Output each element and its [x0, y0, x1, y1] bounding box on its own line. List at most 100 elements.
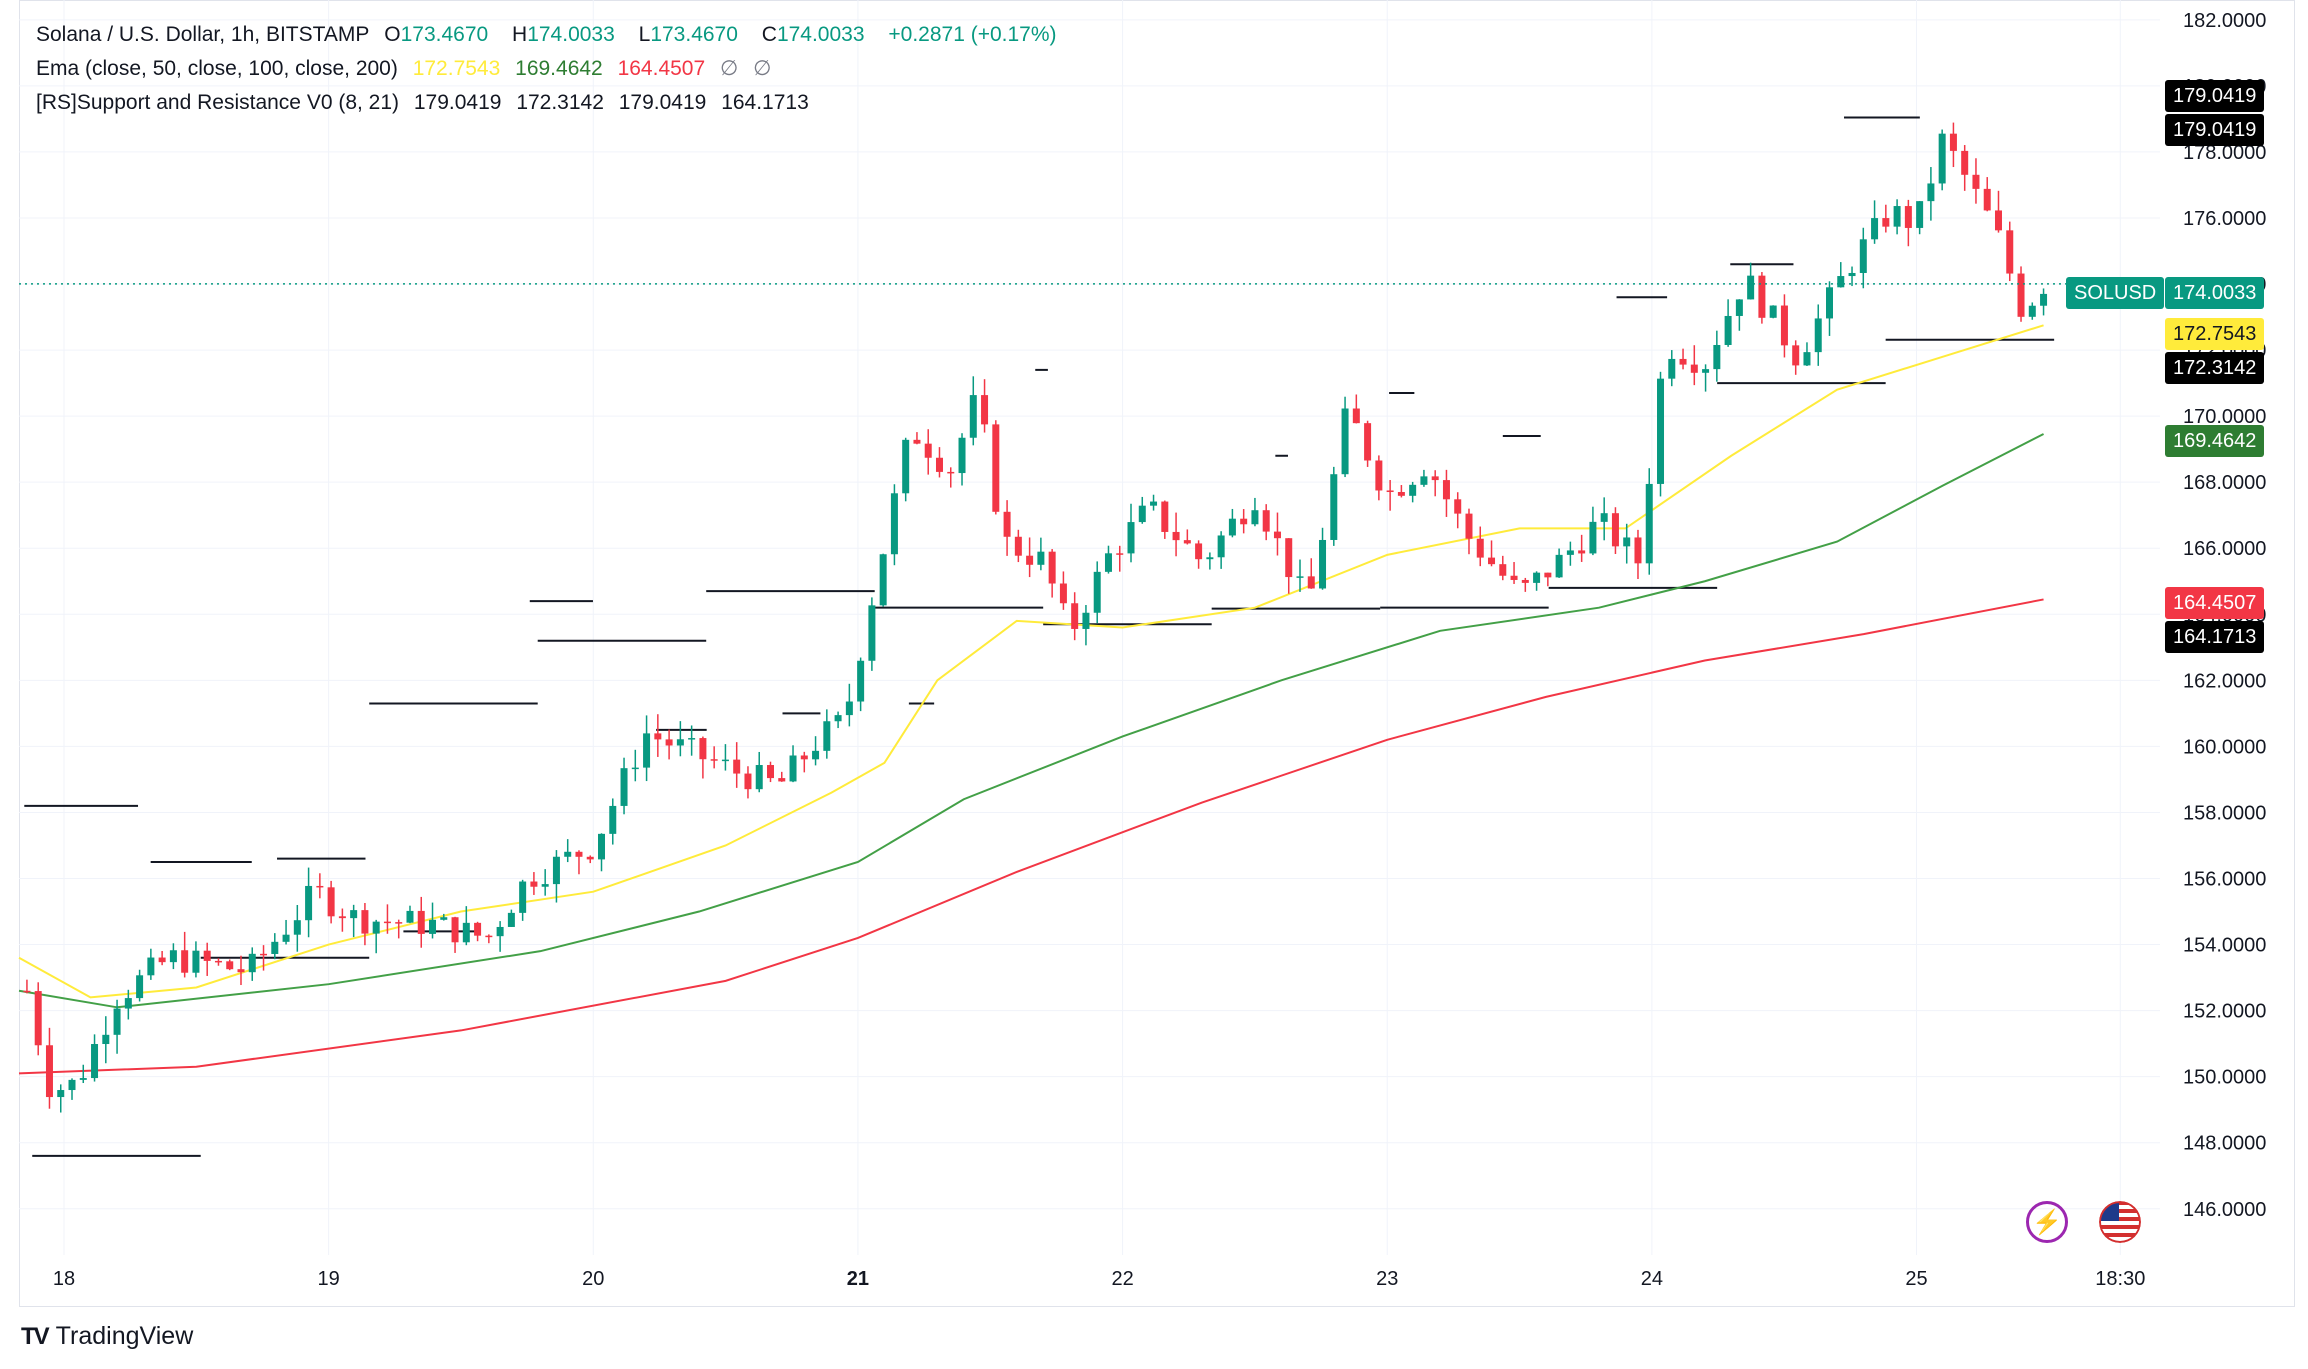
legend-high: 174.0033 [527, 23, 615, 46]
candle-body [1071, 603, 1079, 629]
candle-body [1713, 344, 1721, 370]
candle-body [519, 881, 527, 913]
candle-body [958, 437, 966, 474]
candle-body [1521, 579, 1529, 583]
legend-change: +0.2871 (+0.17%) [888, 23, 1057, 46]
candle-body [823, 721, 831, 751]
candle-body [1397, 492, 1405, 496]
candle-body [1904, 206, 1912, 228]
price-tag: 179.0419 [2165, 80, 2265, 112]
sr-value-1: 179.0419 [413, 91, 502, 114]
price-tick-label: 178.0000 [2183, 142, 2266, 164]
legend-c-label: C [761, 23, 777, 46]
candle-body [1893, 206, 1901, 227]
price-tick-label: 148.0000 [2183, 1133, 2266, 1155]
candle-body [1916, 201, 1924, 228]
candle-body [902, 439, 910, 494]
price-tick-label: 154.0000 [2183, 935, 2266, 957]
candle-body [1566, 550, 1574, 555]
price-tag: 164.4507 [2165, 587, 2265, 619]
candle-body [361, 910, 369, 934]
candle-body [1195, 543, 1203, 560]
candle-body [699, 738, 707, 760]
price-tag: 174.0033 [2165, 277, 2265, 309]
legend-sr-row[interactable]: [RS]Support and Resistance V0 (8, 21) 17… [36, 86, 1066, 120]
candle-body [1994, 210, 2002, 231]
candle-body [1510, 575, 1518, 580]
candle-body [181, 950, 189, 973]
candle-body [1578, 550, 1586, 554]
candle-body [1341, 408, 1349, 475]
candle-body [429, 919, 437, 934]
candle-body [857, 660, 865, 702]
lightning-icon[interactable]: ⚡ [2026, 1201, 2068, 1243]
candle-body [879, 554, 887, 606]
candle-body [552, 856, 560, 885]
candle-body [744, 773, 752, 790]
candle-body [169, 950, 177, 963]
sr-title[interactable]: [RS]Support and Resistance V0 (8, 21) [36, 91, 400, 114]
price-tick-label: 182.0000 [2183, 10, 2266, 32]
candle-body [665, 739, 673, 746]
tradingview-logo-icon: TV [21, 1322, 50, 1350]
ema100-line [18, 433, 2045, 1009]
candle-body [417, 910, 425, 934]
tradingview-brand[interactable]: TV TradingView [21, 1322, 193, 1351]
candle-body [1183, 540, 1191, 544]
candle-body [1127, 522, 1135, 554]
candle-body [214, 960, 222, 963]
candle-body [1927, 183, 1935, 202]
candle-body [721, 759, 729, 762]
symbol-tag: SOLUSD [2066, 277, 2165, 309]
price-chart[interactable]: 146.0000 148.0000 150.0000 152.0000 154.0000… [0, 0, 2308, 1307]
candle-body [406, 910, 414, 923]
candle-body [1871, 218, 1879, 240]
candle-body [868, 605, 876, 661]
candle-body [1623, 537, 1631, 547]
candle-body [45, 1045, 53, 1098]
candle-body [1228, 518, 1236, 536]
brand-name: TradingView [55, 1322, 194, 1350]
candle-body [688, 738, 696, 740]
candle-body [924, 443, 932, 458]
time-tick-label: 23 [1376, 1268, 1398, 1290]
ema50-value: 172.7543 [412, 57, 501, 80]
us-flag-icon[interactable] [2099, 1201, 2141, 1243]
candle-body [1262, 510, 1270, 532]
candle-body [1837, 276, 1845, 288]
price-tick-label: 158.0000 [2183, 802, 2266, 824]
candle-body [327, 887, 335, 917]
candle-body [992, 424, 1000, 512]
candle-body [1488, 557, 1496, 565]
candle-body [1600, 513, 1608, 522]
candle-body [226, 961, 234, 970]
candle-body [395, 922, 403, 924]
candle-body [1217, 535, 1225, 558]
candle-body [1769, 305, 1777, 318]
candle-body [1161, 501, 1169, 532]
candle-body [541, 884, 549, 887]
price-tag: 169.4642 [2165, 425, 2265, 457]
candle-body [1668, 358, 1676, 379]
candle-body [1307, 576, 1315, 589]
legend-ema-row[interactable]: Ema (close, 50, close, 100, close, 200) … [36, 52, 1066, 86]
candle-body [1240, 518, 1248, 525]
time-tick-label: 25 [1905, 1268, 1927, 1290]
price-tick-label: 170.0000 [2183, 406, 2266, 428]
sr-value-3: 179.0419 [618, 91, 707, 114]
candle-body [1375, 460, 1383, 491]
price-tick-label: 166.0000 [2183, 538, 2266, 560]
ema-title[interactable]: Ema (close, 50, close, 100, close, 200) [36, 57, 398, 80]
candle-body [23, 990, 31, 993]
candle-body [1972, 174, 1980, 189]
candle-body [1386, 490, 1394, 493]
candle-body [1747, 275, 1755, 300]
candle-body [248, 953, 256, 973]
candle-body [1296, 576, 1304, 578]
legend-symbol[interactable]: Solana / U.S. Dollar, 1h, BITSTAMP [36, 23, 370, 46]
time-tick-label: 22 [1111, 1268, 1133, 1290]
candle-body [496, 926, 504, 937]
candle-body [124, 998, 132, 1009]
candle-body [1476, 538, 1484, 558]
candle-body [293, 920, 301, 935]
